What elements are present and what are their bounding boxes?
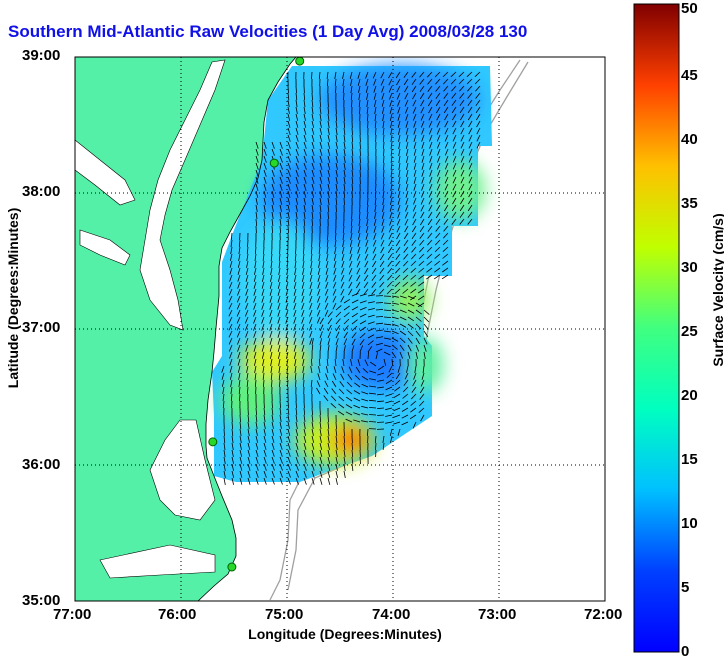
velocity-vector — [336, 422, 337, 429]
station-marker — [209, 438, 217, 446]
velocity-vector — [376, 128, 377, 135]
velocity-vector — [296, 380, 297, 387]
velocity-vector — [328, 478, 330, 485]
velocity-vector — [360, 457, 361, 464]
velocity-vector — [264, 226, 265, 233]
velocity-vector — [360, 142, 361, 149]
velocity-vector — [296, 401, 297, 408]
velocity-vector — [336, 478, 338, 485]
velocity-vector — [352, 100, 353, 107]
velocity-vector — [264, 247, 265, 254]
velocity-vector — [272, 401, 273, 408]
velocity-vector — [384, 163, 385, 170]
velocity-vector — [384, 303, 391, 304]
velocity-vector — [376, 303, 383, 304]
velocity-vector — [240, 394, 241, 401]
velocity-vector — [369, 415, 376, 416]
velocity-vector — [352, 128, 353, 135]
velocity-vector — [360, 107, 361, 114]
velocity-vector — [336, 86, 337, 93]
station-marker — [296, 57, 304, 65]
velocity-vector — [377, 415, 384, 416]
velocity-vector — [336, 205, 337, 212]
velocity-vector — [328, 415, 329, 422]
velocity-vector — [384, 156, 385, 163]
velocity-vector — [377, 422, 384, 423]
velocity-vector — [336, 471, 338, 478]
velocity-vector — [288, 86, 289, 93]
velocity-vector — [424, 317, 429, 322]
station-marker — [228, 563, 236, 571]
velocity-vector — [288, 380, 289, 387]
velocity-vector — [304, 226, 305, 233]
velocity-vector — [320, 478, 322, 485]
velocity-vector — [272, 380, 273, 387]
velocity-vector — [376, 184, 377, 191]
velocity-vector — [360, 170, 361, 177]
velocity-vector — [248, 240, 249, 247]
velocity-vector — [224, 429, 225, 436]
velocity-vector — [344, 429, 345, 436]
velocity-vector — [312, 72, 313, 79]
velocity-vector — [376, 443, 377, 450]
velocity-vector — [328, 212, 329, 219]
velocity-vector — [344, 93, 345, 100]
velocity-vector — [312, 93, 313, 100]
velocity-vector — [368, 198, 369, 205]
velocity-vector — [224, 478, 225, 485]
velocity-vector — [280, 380, 281, 387]
station-marker — [270, 159, 278, 167]
velocity-vector — [296, 247, 297, 254]
velocity-vector — [352, 464, 353, 471]
velocity-vector — [240, 415, 241, 422]
velocity-vector — [344, 471, 345, 478]
velocity-vector — [369, 422, 376, 423]
velocity-vector — [384, 149, 385, 156]
velocity-vector — [328, 233, 329, 240]
velocity-vector — [344, 198, 345, 205]
colorbar — [634, 4, 679, 652]
velocity-vector — [296, 86, 297, 93]
